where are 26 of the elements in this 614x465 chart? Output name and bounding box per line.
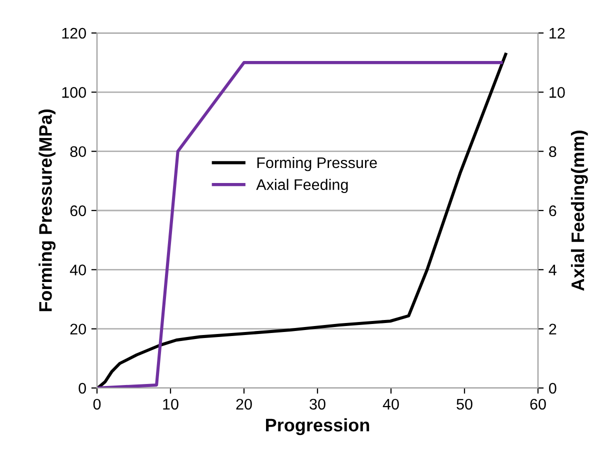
y2-tick-label: 2 <box>549 324 556 334</box>
y2-tick-label: 8 <box>549 146 556 158</box>
y-tick-label: 60 <box>70 205 86 216</box>
y-tick-label: 80 <box>70 146 86 158</box>
x-tick-label: 30 <box>310 398 326 410</box>
y2-axis-title: Axial Feeding(mm) <box>570 130 588 291</box>
y2-tick-label: 0 <box>549 382 556 394</box>
y-tick-label: 0 <box>78 382 86 394</box>
x-tick-label: 10 <box>163 398 178 410</box>
y2-tick-label: 12 <box>550 28 565 39</box>
y-tick-label: 100 <box>62 87 86 98</box>
x-tick-label: 60 <box>530 398 546 410</box>
x-tick-label: 0 <box>93 398 101 410</box>
y2-tick-label: 10 <box>550 87 565 98</box>
x-tick-label: 40 <box>382 398 399 410</box>
legend-label: Axial Feeding <box>256 178 348 194</box>
x-tick-label: 50 <box>456 398 472 410</box>
y-axis-title: Forming Pressure(MPa) <box>38 110 56 312</box>
x-tick-label: 20 <box>236 398 252 410</box>
y2-tick-label: 4 <box>548 264 556 276</box>
y-tick-label: 40 <box>70 264 86 276</box>
x-axis-title: Progression <box>266 418 370 436</box>
legend-label: Forming Pressure <box>257 156 377 172</box>
y-tick-label: 20 <box>70 324 86 335</box>
y2-tick-label: 6 <box>549 205 556 216</box>
y-tick-label: 120 <box>62 28 86 39</box>
